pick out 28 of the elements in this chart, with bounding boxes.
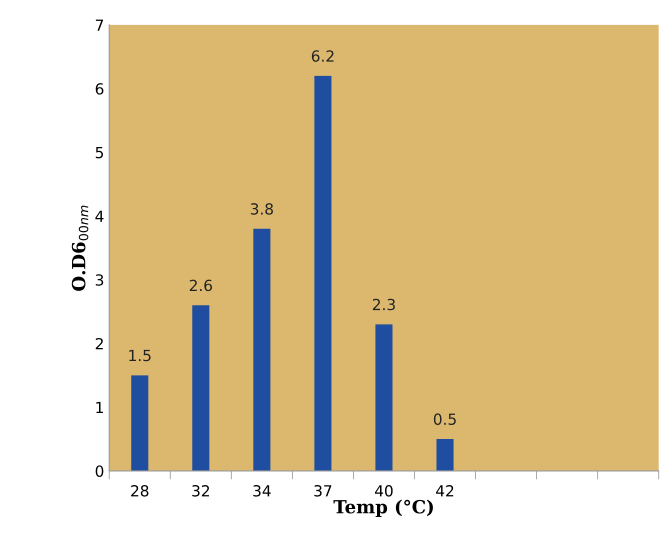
bar xyxy=(436,439,454,471)
x-tick-label: 28 xyxy=(131,485,148,497)
y-tick-label: 4 xyxy=(95,210,104,222)
y-axis-title: O.D6$_{00nm}$ xyxy=(72,206,88,291)
y-tick-label: 7 xyxy=(96,20,104,31)
bar xyxy=(131,375,148,471)
x-tick-label: 42 xyxy=(436,485,454,496)
data-label: 1.5 xyxy=(129,350,151,362)
y-tick-label: 6 xyxy=(96,83,104,95)
x-tick-label: 37 xyxy=(314,485,332,497)
data-label: 3.8 xyxy=(250,203,273,215)
data-label: 2.3 xyxy=(372,298,395,310)
x-tick-label: 40 xyxy=(374,485,393,497)
bar xyxy=(253,228,270,471)
data-label: 6.2 xyxy=(312,50,334,62)
data-label: 2.6 xyxy=(190,280,212,292)
x-axis-title: Temp (°C) xyxy=(333,500,433,518)
data-label: 0.5 xyxy=(434,413,456,425)
y-tick-label: 2 xyxy=(96,338,103,350)
y-tick-label: 1 xyxy=(96,402,103,413)
bar xyxy=(192,305,210,471)
y-tick-label: 0 xyxy=(96,465,104,477)
x-tick-label: 32 xyxy=(192,485,209,497)
y-tick-label: 3 xyxy=(96,274,104,286)
bar xyxy=(314,76,332,471)
y-tick-label: 5 xyxy=(96,147,104,158)
x-tick-label: 34 xyxy=(253,485,271,497)
bar xyxy=(375,324,393,471)
